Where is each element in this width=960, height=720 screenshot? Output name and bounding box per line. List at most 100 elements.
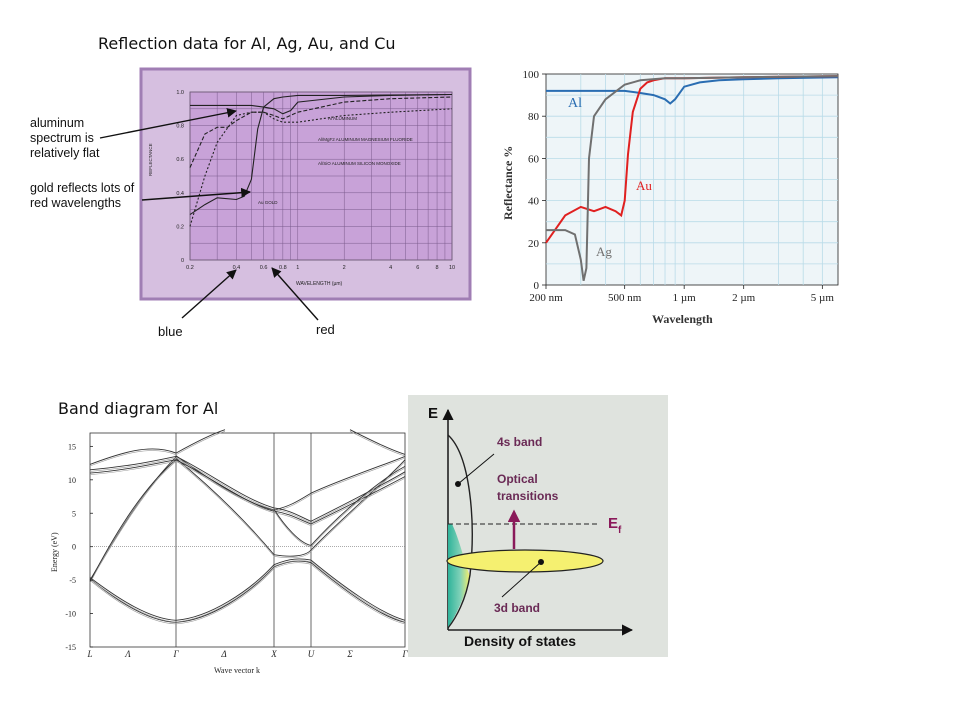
scan-yticks: 0 0.2 0.4 0.6 0.8 1.0 bbox=[176, 90, 184, 264]
annotation-red: red bbox=[316, 322, 335, 337]
band-line-free-electron bbox=[175, 431, 226, 455]
band-line-free-electron bbox=[89, 461, 406, 526]
band-line-free-electron bbox=[89, 562, 406, 625]
reflectance-xtick-label: 1 µm bbox=[673, 292, 697, 304]
reflectance-ylabel: Reflectance % bbox=[501, 146, 515, 220]
band-xtick-label: Γ bbox=[172, 649, 179, 659]
reflectance-xlabel: Wavelength bbox=[652, 312, 713, 326]
reflectance-xtick-label: 5 µm bbox=[811, 292, 835, 304]
band-line-free-electron bbox=[175, 457, 406, 512]
scan-xtick-label: 8 bbox=[436, 265, 439, 271]
band-line bbox=[273, 466, 406, 546]
fermi-label: E bbox=[608, 515, 618, 532]
annotation-line: relatively flat bbox=[30, 146, 100, 160]
band-line bbox=[89, 560, 406, 623]
dos-filled-s-states bbox=[448, 524, 470, 628]
band-line bbox=[175, 429, 226, 454]
series-label-ag: Ag bbox=[596, 244, 612, 259]
band-line bbox=[89, 459, 177, 582]
scan-xtick-label: 10 bbox=[449, 265, 455, 271]
band-symmetry-lines bbox=[90, 433, 405, 647]
arrow-red bbox=[271, 267, 319, 321]
band-xtick-label: L bbox=[86, 649, 92, 659]
reflectance-ytick-label: 100 bbox=[523, 69, 540, 81]
scan-xtick-label: 0.6 bbox=[260, 265, 268, 271]
dos-d-band bbox=[446, 549, 604, 573]
optical-label: Optical bbox=[497, 472, 538, 486]
scan-grid bbox=[189, 91, 453, 261]
scan-xtick-label: 0.8 bbox=[279, 265, 287, 271]
scan-ytick-label: 1.0 bbox=[176, 90, 184, 96]
band-xtick-label: U bbox=[308, 649, 315, 659]
band-xtick-label: Σ bbox=[346, 649, 353, 659]
reflectance-ytick-label: 80 bbox=[528, 111, 540, 123]
scan-ytick-label: 0.8 bbox=[176, 124, 184, 130]
scan-ytick-label: 0.4 bbox=[176, 191, 184, 197]
band-title: Band diagram for Al bbox=[58, 399, 219, 418]
scan-xtick-label: 0.2 bbox=[186, 265, 194, 271]
reflectance-ytick-label: 20 bbox=[528, 238, 540, 250]
scan-series-au bbox=[189, 93, 453, 216]
scan-xtick-label: 1 bbox=[296, 265, 299, 271]
band-chart: L Λ Γ Δ X U Σ Γ 15 10 5 0 -5 -10 -15 Wave vector k En… bbox=[50, 429, 408, 675]
scan-xlabel: WAVELENGTH (µm) bbox=[296, 281, 343, 287]
reflectance-xticks: 200 nm 500 nm 1 µm 2 µm 5 µm bbox=[529, 285, 834, 304]
band-xtick-label: Γ bbox=[401, 649, 408, 659]
fermi-subscript: f bbox=[618, 525, 622, 536]
scan-ylabel: REFLECTANCE bbox=[148, 143, 153, 176]
band-line-free-electron bbox=[89, 461, 177, 584]
reflectance-ytick-label: 40 bbox=[528, 196, 540, 208]
dos-chart: E 4s band Optical transitions E f 3d ban… bbox=[408, 395, 668, 657]
reflectance-series-al bbox=[546, 76, 839, 105]
band-line-free-electron bbox=[349, 431, 406, 457]
band-ytick-label: 5 bbox=[72, 509, 76, 518]
annotation-line: aluminum bbox=[30, 116, 84, 130]
band-ytick-label: -5 bbox=[69, 576, 76, 585]
band-ylabel: Energy (eV) bbox=[50, 532, 59, 572]
reflectance-chart: 200 nm 500 nm 1 µm 2 µm 5 µm 0 20 40 60 80 100 Wa… bbox=[501, 69, 839, 326]
scan-xtick-label: 4 bbox=[389, 265, 392, 271]
d-band-leader bbox=[501, 561, 542, 598]
reflectance-grid bbox=[546, 74, 838, 285]
scan-series-al bbox=[190, 93, 453, 115]
band-line bbox=[89, 448, 177, 465]
scan-curve-label-mgf2: Al/MgF2 ALUMINUM MAGNESIUM FLUORIDE bbox=[318, 137, 413, 142]
scan-ytick-label: 0.6 bbox=[176, 157, 184, 163]
reflectance-series bbox=[545, 75, 839, 282]
scan-chart: 0.2 0.4 0.6 0.8 1 2 4 6 8 10 00.20.40.60.81.0 WAV… bbox=[139, 67, 472, 301]
annotation-line: red wavelengths bbox=[30, 196, 121, 210]
annotation-blue: blue bbox=[158, 324, 183, 339]
reflectance-xtick-label: 2 µm bbox=[732, 292, 756, 304]
band-line bbox=[175, 455, 406, 511]
band-line bbox=[349, 429, 406, 455]
transitions-label: transitions bbox=[497, 489, 559, 503]
s-band-leader bbox=[457, 453, 495, 485]
series-label-al: Al bbox=[568, 96, 582, 111]
band-xtick-label: X bbox=[270, 649, 277, 659]
arrow-aluminum bbox=[99, 107, 237, 139]
band-ytick-label: 0 bbox=[72, 543, 76, 552]
band-yticks: 15 10 5 0 -5 -10 -15 bbox=[65, 442, 93, 652]
band-ytick-label: -10 bbox=[65, 610, 76, 619]
scan-series-al-mgf2 bbox=[189, 96, 453, 168]
reflectance-xtick-label: 500 nm bbox=[608, 292, 642, 304]
reflectance-xtick-label: 200 nm bbox=[529, 292, 563, 304]
annotation-aluminum: aluminum spectrum is relatively flat bbox=[30, 116, 100, 160]
band-ytick-label: 10 bbox=[68, 476, 76, 485]
reflection-title: Reflection data for Al, Ag, Au, and Cu bbox=[98, 34, 396, 53]
band-line-free-electron bbox=[273, 467, 406, 548]
scan-annotations: aluminum spectrum is relatively flat gol… bbox=[30, 107, 335, 339]
band-line bbox=[89, 558, 406, 621]
scan-xtick-label: 2 bbox=[343, 265, 346, 271]
band-ytick-label: -15 bbox=[65, 643, 76, 652]
dos-xlabel: Density of states bbox=[464, 633, 576, 649]
scan-curve-label-al: Al ALUMINUM bbox=[328, 116, 357, 121]
scan-series bbox=[189, 93, 453, 227]
reflectance-series-ag bbox=[546, 75, 839, 282]
band-xtick-label: Δ bbox=[220, 649, 226, 659]
reflectance-yticks: 0 20 40 60 80 100 bbox=[523, 69, 546, 292]
annotation-line: gold reflects lots of bbox=[30, 181, 135, 195]
band-xtick-label: Λ bbox=[124, 649, 131, 659]
series-label-au: Au bbox=[636, 178, 652, 193]
